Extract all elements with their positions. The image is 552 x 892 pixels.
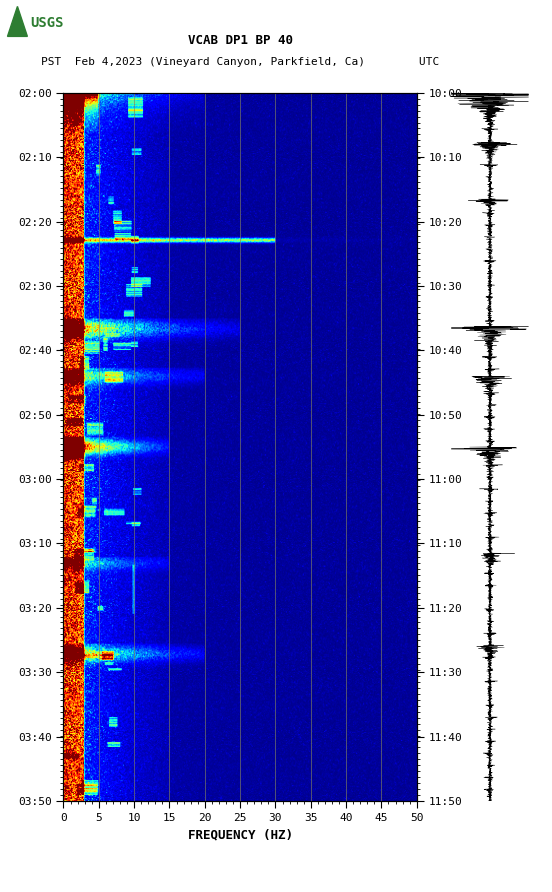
- Text: PST  Feb 4,2023 (Vineyard Canyon, Parkfield, Ca)        UTC: PST Feb 4,2023 (Vineyard Canyon, Parkfie…: [41, 57, 439, 68]
- Polygon shape: [8, 6, 28, 37]
- X-axis label: FREQUENCY (HZ): FREQUENCY (HZ): [188, 829, 293, 841]
- Text: VCAB DP1 BP 40: VCAB DP1 BP 40: [188, 34, 293, 46]
- Text: USGS: USGS: [30, 16, 64, 30]
